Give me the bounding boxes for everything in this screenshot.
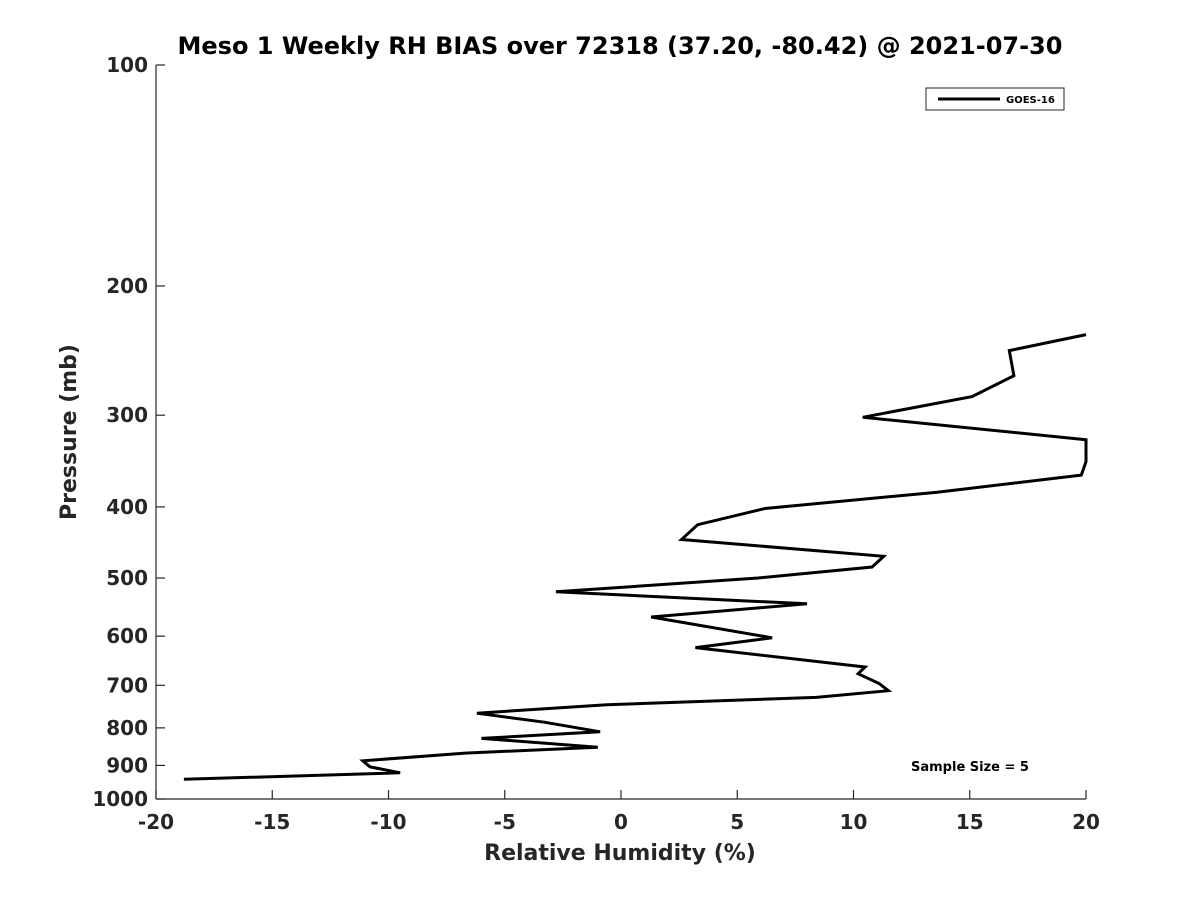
- y-tick-label-0: 100: [106, 53, 148, 77]
- x-tick-label-2: -10: [370, 810, 406, 834]
- y-tick-label-2: 300: [106, 403, 148, 427]
- y-tick-label-5: 600: [106, 624, 148, 648]
- axes: -20 -15 -10 -5 0 5 10 15 20 100 200 300 400 500 600 70…: [92, 53, 1100, 834]
- y-tick-label-3: 400: [106, 495, 148, 519]
- x-tick-label-1: -15: [254, 810, 290, 834]
- series-layer: [183, 333, 1088, 781]
- x-tick-label-0: -20: [138, 810, 174, 834]
- y-tick-label-1: 200: [106, 274, 148, 298]
- x-tick-label-4: 0: [614, 810, 628, 834]
- x-ticks: -20 -15 -10 -5 0 5 10 15 20: [138, 790, 1100, 834]
- x-tick-label-8: 20: [1072, 810, 1100, 834]
- sample-size-annotation: Sample Size = 5: [911, 760, 1029, 775]
- y-axis-label: Pressure (mb): [57, 344, 82, 520]
- x-tick-label-6: 10: [840, 810, 868, 834]
- y-tick-label-7: 800: [106, 716, 148, 740]
- x-tick-label-7: 15: [956, 810, 984, 834]
- y-ticks: 100 200 300 400 500 600 700 800 900 1000: [92, 53, 165, 811]
- x-axis-label: Relative Humidity (%): [484, 841, 756, 866]
- y-tick-label-8: 900: [106, 753, 148, 777]
- y-tick-label-9: 1000: [92, 787, 148, 811]
- x-tick-label-5: 5: [730, 810, 744, 834]
- x-tick-label-3: -5: [494, 810, 516, 834]
- chart-title: Meso 1 Weekly RH BIAS over 72318 (37.20,…: [178, 32, 1063, 60]
- y-tick-label-4: 500: [106, 566, 148, 590]
- legend: GOES-16: [925, 87, 1065, 111]
- series-line-goes-16: [183, 333, 1088, 781]
- y-tick-label-6: 700: [106, 673, 148, 697]
- legend-label-goes-16: GOES-16: [1006, 95, 1055, 106]
